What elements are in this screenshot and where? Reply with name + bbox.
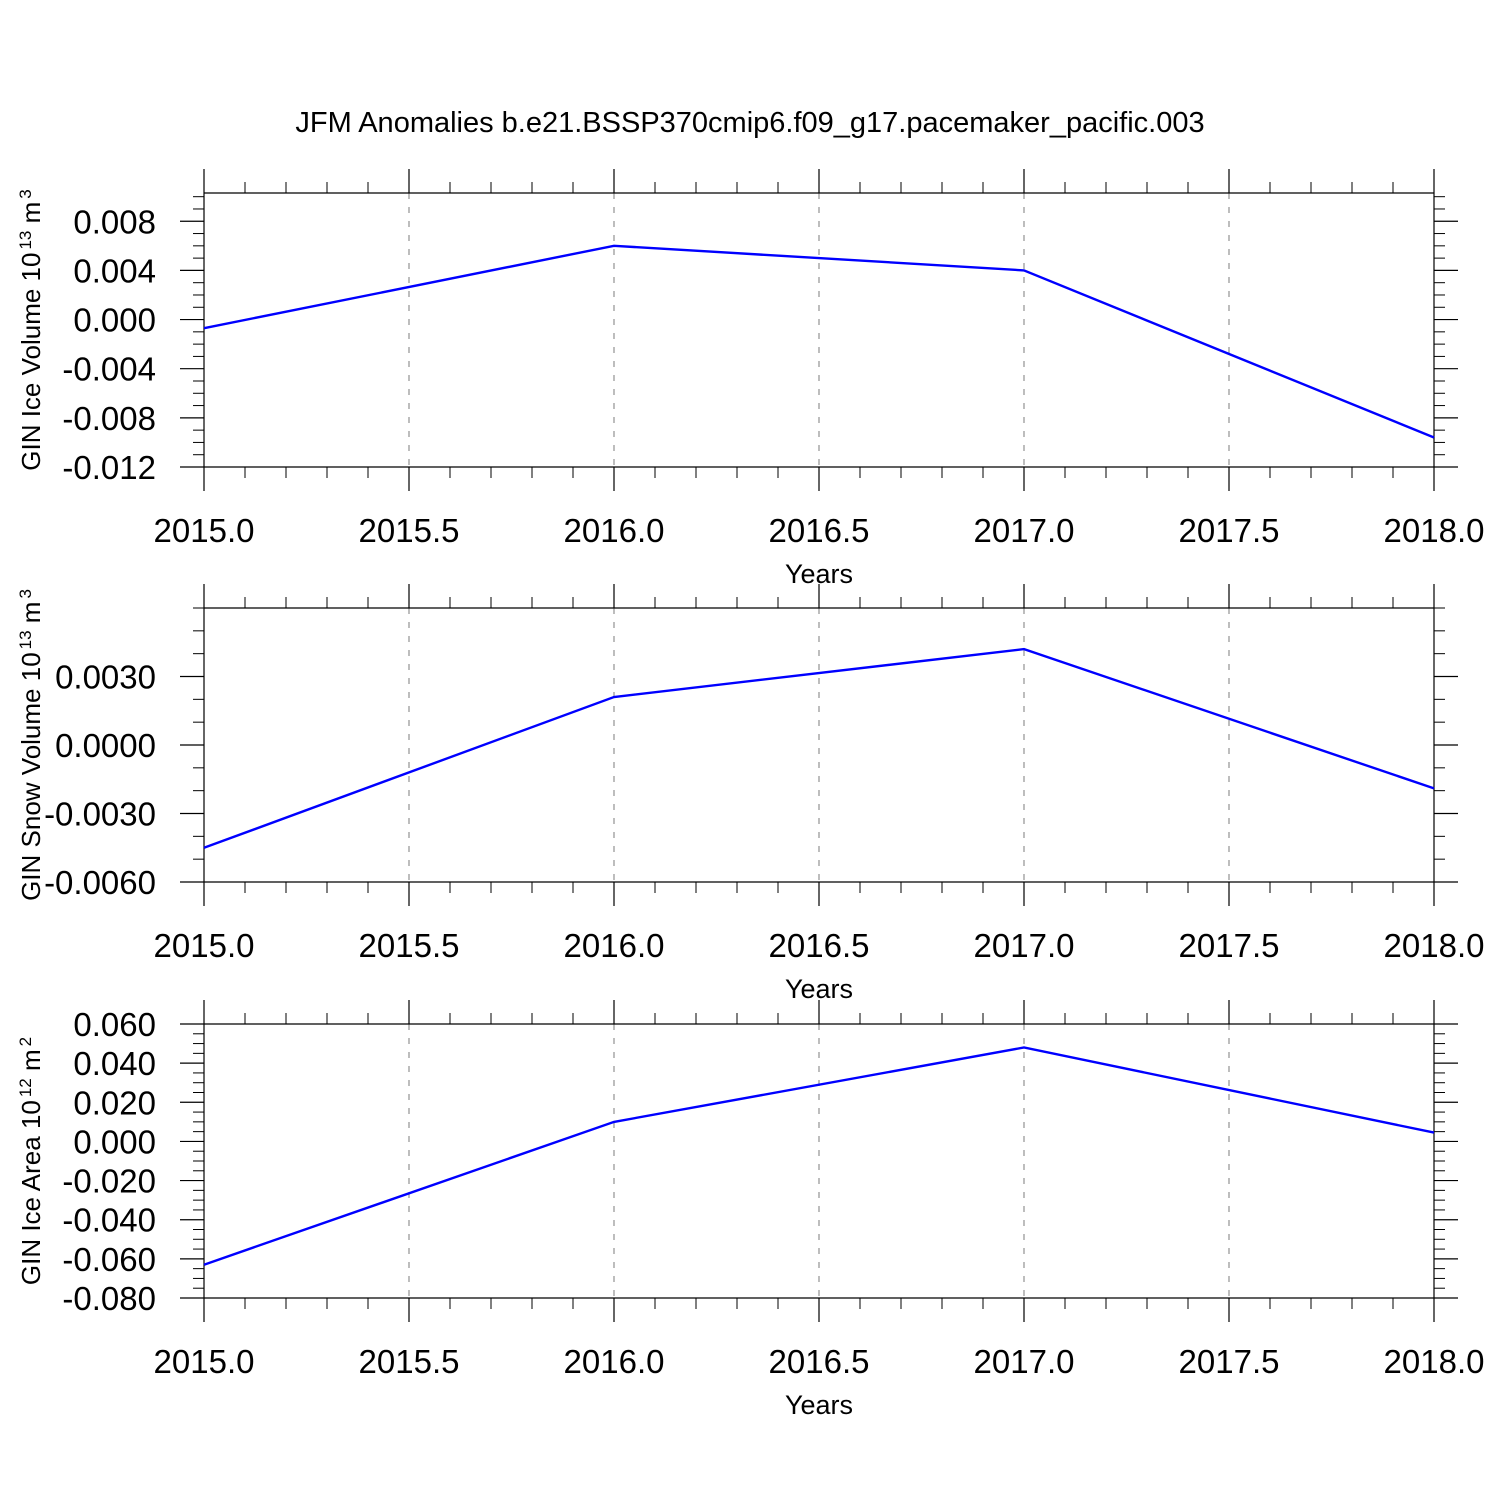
series-line [203,1046,1435,1266]
x-tick-label: 2017.0 [974,927,1075,964]
y-tick-label: -0.020 [62,1163,156,1200]
series-line [203,647,1435,849]
y-tick-label: 0.020 [73,1084,156,1121]
x-tick-label: 2016.0 [564,927,665,964]
y-axis-title-part: m [16,602,46,631]
x-tick-label: 2016.5 [769,512,870,549]
y-tick-label: 0.000 [73,302,156,339]
x-tick-label: 2016.5 [769,927,870,964]
figure-title: JFM Anomalies b.e21.BSSP370cmip6.f09_g17… [295,107,1204,139]
x-tick-label: 2016.0 [564,512,665,549]
x-tick-label: 2015.0 [154,512,255,549]
y-tick-label: 0.040 [73,1045,156,1082]
y-tick-label: 0.060 [73,1006,156,1043]
y-axis-title: GIN Snow Volume 10 13 m 3 [16,589,47,901]
y-axis-title-part: GIN Ice Area 10 [16,1100,46,1285]
x-axis-title: Years [785,974,853,1004]
y-axis-title-superscript: 13 [16,231,35,250]
y-tick-label: 0.0030 [55,659,156,696]
y-axis-title-superscript: 12 [16,1078,35,1097]
y-tick-label: -0.012 [62,449,156,486]
x-tick-label: 2017.5 [1179,512,1280,549]
panels: 2015.0 2015.5 2016.0 2016.5 2017.0 2017.5 2018… [16,169,1485,1420]
y-tick-label: 0.0000 [55,727,156,764]
y-tick-label: 0.004 [73,252,156,289]
y-axis-title: GIN Ice Volume 10 13 m 3 [16,189,47,471]
y-tick-label: -0.080 [62,1280,156,1317]
y-tick-label: -0.0030 [44,796,156,833]
x-tick-label: 2017.0 [974,512,1075,549]
x-tick-label: 2018.0 [1384,512,1485,549]
x-tick-label: 2015.0 [154,927,255,964]
panel-1: 2015.0 2015.5 2016.0 2016.5 2017.0 2017.5 2018… [16,169,1485,589]
y-tick-label: -0.060 [62,1241,156,1278]
y-tick-label: 0.000 [73,1123,156,1160]
y-axis-title-superscript: 2 [16,1037,35,1046]
y-axis-title: GIN Ice Area 10 12 m 2 [16,1037,47,1285]
x-tick-label: 2017.5 [1179,927,1280,964]
x-tick-label: 2016.0 [564,1343,665,1380]
y-axis-title-part: m [16,1049,46,1078]
x-axis-title: Years [785,1390,853,1420]
x-tick-label: 2018.0 [1384,927,1485,964]
y-axis-title-part: GIN Ice Volume 10 [16,253,46,471]
y-axis-title-superscript: 3 [16,189,35,198]
x-tick-label: 2015.5 [359,1343,460,1380]
x-tick-label: 2017.5 [1179,1343,1280,1380]
y-axis-title-part: GIN Snow Volume 10 [16,652,46,901]
y-tick-label: -0.004 [62,351,156,388]
y-axis-title-superscript: 3 [16,589,35,598]
x-tick-label: 2015.5 [359,512,460,549]
x-tick-label: 2017.0 [974,1343,1075,1380]
y-axis-title-superscript: 13 [16,630,35,649]
x-tick-label: 2016.5 [769,1343,870,1380]
y-tick-label: -0.040 [62,1202,156,1239]
x-tick-label: 2018.0 [1384,1343,1485,1380]
y-tick-label: 0.008 [73,203,156,240]
y-axis-title-part: m [16,202,46,231]
y-tick-label: -0.008 [62,400,156,437]
x-tick-label: 2015.0 [154,1343,255,1380]
x-tick-label: 2015.5 [359,927,460,964]
series-line [203,244,1435,439]
panel-2: 2015.0 2015.5 2016.0 2016.5 2017.0 2017.5 2018… [16,584,1485,1004]
panel-3: 2015.0 2015.5 2016.0 2016.5 2017.0 2017.5 2018… [16,1000,1485,1420]
y-tick-label: -0.0060 [44,864,156,901]
